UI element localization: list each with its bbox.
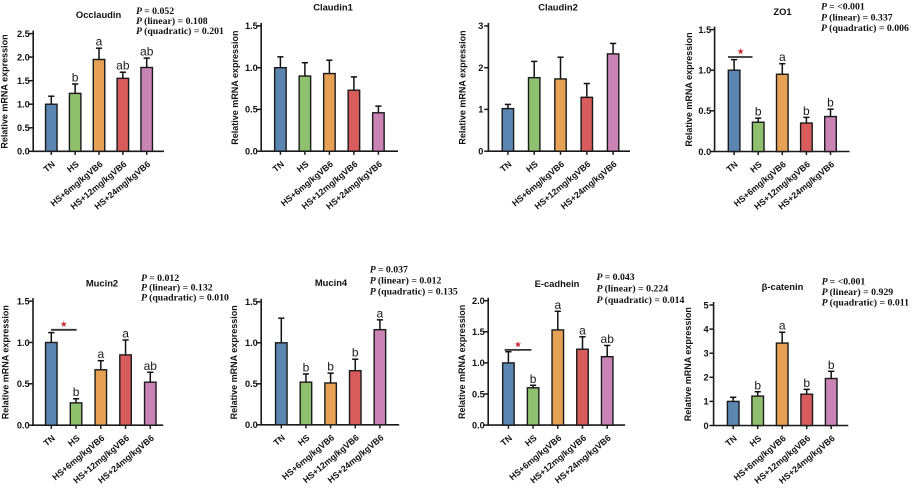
svg-text:P (quadratic) = 0.014: P (quadratic) = 0.014 — [597, 295, 685, 306]
svg-text:1.0: 1.0 — [17, 100, 30, 110]
svg-text:P (linear) = 0.224: P (linear) = 0.224 — [597, 284, 669, 295]
svg-text:b: b — [803, 376, 810, 390]
svg-text:b: b — [828, 358, 835, 372]
svg-text:Relative mRNA expression: Relative mRNA expression — [684, 32, 694, 146]
svg-text:1.0: 1.0 — [245, 338, 258, 348]
svg-text:ab: ab — [140, 45, 154, 59]
svg-text:0.0: 0.0 — [245, 147, 258, 157]
svg-text:P (linear) = 0.012: P (linear) = 0.012 — [370, 276, 442, 287]
svg-text:a: a — [554, 298, 561, 312]
svg-text:1.5: 1.5 — [245, 297, 258, 307]
svg-text:Claudin1: Claudin1 — [313, 2, 353, 13]
svg-text:Relative mRNA expression: Relative mRNA expression — [457, 30, 467, 144]
svg-text:1.0: 1.0 — [17, 338, 30, 348]
svg-text:a: a — [579, 323, 586, 337]
svg-text:0.0: 0.0 — [472, 420, 485, 430]
svg-text:a: a — [377, 306, 384, 320]
svg-text:b: b — [755, 105, 762, 119]
svg-text:b: b — [754, 378, 761, 392]
svg-text:1.5: 1.5 — [472, 327, 485, 337]
svg-text:P (linear) = 0.108: P (linear) = 0.108 — [136, 16, 208, 27]
svg-text:a: a — [779, 50, 786, 64]
svg-text:Relative mRNA expression: Relative mRNA expression — [0, 305, 10, 419]
svg-text:0.0: 0.0 — [698, 147, 711, 157]
svg-text:0.5: 0.5 — [698, 106, 711, 116]
svg-text:P = 0.012: P = 0.012 — [141, 273, 179, 284]
svg-text:P = <0.001: P = <0.001 — [821, 2, 865, 13]
svg-text:1: 1 — [478, 105, 483, 115]
svg-text:ab: ab — [144, 359, 158, 373]
svg-text:0.5: 0.5 — [17, 379, 30, 389]
svg-text:P = 0.052: P = 0.052 — [136, 6, 174, 17]
svg-text:1.5: 1.5 — [698, 25, 711, 35]
svg-text:b: b — [530, 372, 537, 386]
svg-text:0: 0 — [478, 147, 483, 157]
svg-text:a: a — [779, 319, 786, 333]
svg-text:b: b — [72, 70, 79, 84]
svg-text:2.0: 2.0 — [472, 296, 485, 306]
svg-text:Relative mRNA expression: Relative mRNA expression — [0, 34, 10, 148]
svg-text:b: b — [303, 360, 310, 374]
svg-text:ab: ab — [601, 332, 615, 346]
svg-text:a: a — [122, 327, 129, 341]
svg-text:0.0: 0.0 — [245, 420, 258, 430]
svg-text:P (quadratic) = 0.006: P (quadratic) = 0.006 — [821, 23, 909, 34]
svg-text:E-cadhein: E-cadhein — [535, 278, 580, 289]
svg-text:Mucin2: Mucin2 — [86, 278, 118, 289]
svg-text:β-catenin: β-catenin — [762, 281, 804, 292]
svg-text:1: 1 — [703, 397, 708, 407]
svg-text:P = 0.037: P = 0.037 — [370, 265, 408, 276]
svg-text:Claudin2: Claudin2 — [538, 2, 578, 13]
svg-text:b: b — [352, 346, 359, 360]
svg-text:Occlaudin: Occlaudin — [76, 9, 122, 20]
svg-text:a: a — [97, 347, 104, 361]
svg-text:0.5: 0.5 — [472, 389, 485, 399]
svg-text:1.0: 1.0 — [472, 358, 485, 368]
svg-text:1.0: 1.0 — [245, 63, 258, 73]
svg-text:1.0: 1.0 — [698, 66, 711, 76]
svg-text:b: b — [327, 360, 334, 374]
svg-text:Mucin4: Mucin4 — [315, 277, 348, 288]
svg-text:1.5: 1.5 — [245, 21, 258, 31]
svg-text:2: 2 — [703, 373, 708, 383]
svg-text:0.5: 0.5 — [17, 123, 30, 133]
svg-text:b: b — [827, 96, 834, 110]
svg-text:1.5: 1.5 — [17, 296, 30, 306]
svg-text:2: 2 — [478, 63, 483, 73]
svg-text:0.0: 0.0 — [17, 147, 30, 157]
svg-text:3: 3 — [703, 349, 708, 359]
svg-text:4: 4 — [703, 324, 709, 334]
svg-text:Relative mRNA expression: Relative mRNA expression — [683, 307, 693, 421]
svg-text:b: b — [803, 104, 810, 118]
svg-text:P (linear) = 0.337: P (linear) = 0.337 — [821, 12, 893, 23]
svg-text:5: 5 — [703, 300, 708, 310]
svg-text:0.5: 0.5 — [245, 105, 258, 115]
svg-text:P (quadratic) = 0.201: P (quadratic) = 0.201 — [136, 26, 224, 37]
svg-text:Relative mRNA expression: Relative mRNA expression — [457, 305, 467, 419]
svg-text:P (quadratic) = 0.011: P (quadratic) = 0.011 — [822, 297, 910, 308]
svg-text:2.0: 2.0 — [17, 52, 30, 62]
svg-text:a: a — [96, 35, 103, 49]
svg-text:2.5: 2.5 — [17, 29, 30, 39]
svg-text:P (linear) = 0.132: P (linear) = 0.132 — [141, 283, 213, 294]
svg-text:P (quadratic) = 0.135: P (quadratic) = 0.135 — [370, 287, 458, 298]
svg-text:3: 3 — [478, 21, 483, 31]
svg-text:1.5: 1.5 — [17, 76, 30, 86]
svg-text:ZO1: ZO1 — [773, 6, 791, 17]
svg-text:ab: ab — [116, 59, 130, 73]
svg-text:P (quadratic) = 0.010: P (quadratic) = 0.010 — [141, 292, 229, 303]
svg-text:P = <0.001: P = <0.001 — [822, 277, 866, 288]
svg-text:Relative mRNA expression: Relative mRNA expression — [229, 305, 239, 419]
svg-text:P (linear) = 0.929: P (linear) = 0.929 — [822, 287, 894, 298]
svg-text:0: 0 — [703, 421, 708, 431]
svg-text:P = 0.043: P = 0.043 — [597, 272, 635, 283]
svg-text:0.5: 0.5 — [245, 379, 258, 389]
svg-text:0.0: 0.0 — [17, 421, 30, 431]
svg-text:Relative mRNA expression: Relative mRNA expression — [230, 30, 240, 144]
svg-text:b: b — [73, 385, 80, 399]
